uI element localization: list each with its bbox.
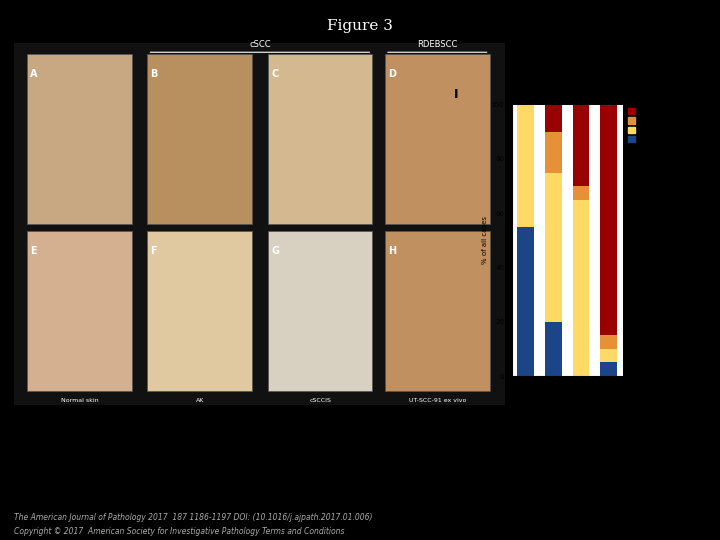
Bar	[518, 105, 534, 227]
Y-axis label: % of all cases: % of all cases	[482, 217, 488, 265]
FancyBboxPatch shape	[148, 54, 252, 224]
Text: B: B	[150, 69, 158, 78]
FancyBboxPatch shape	[14, 43, 505, 405]
Bar	[600, 105, 617, 335]
Text: E: E	[30, 246, 37, 256]
FancyBboxPatch shape	[385, 231, 490, 390]
FancyBboxPatch shape	[268, 231, 372, 390]
Bar	[545, 132, 562, 173]
Text: ***: ***	[562, 80, 572, 86]
Text: ***: ***	[549, 60, 559, 67]
FancyBboxPatch shape	[148, 231, 252, 390]
FancyBboxPatch shape	[385, 54, 490, 224]
Legend: +++, ++, +, -: +++, ++, +, -	[629, 108, 659, 143]
Bar	[545, 173, 562, 322]
FancyBboxPatch shape	[27, 54, 132, 224]
Bar	[600, 335, 617, 349]
Text: cSCCIS: cSCCIS	[309, 398, 331, 403]
Text: ***: ***	[562, 42, 572, 48]
Text: AK: AK	[196, 398, 204, 403]
Text: Copyright © 2017  American Society for Investigative Pathology Terms and Conditi: Copyright © 2017 American Society for In…	[14, 526, 345, 536]
Text: G: G	[271, 246, 279, 256]
Text: A: A	[30, 69, 37, 78]
Text: Normal skin: Normal skin	[60, 398, 98, 403]
Bar	[573, 200, 590, 376]
Text: cSCC: cSCC	[249, 39, 271, 49]
Text: The American Journal of Pathology 2017  187 1186-1197 DOI: (10.1016/j.ajpath.201: The American Journal of Pathology 2017 1…	[14, 513, 373, 522]
Text: C: C	[271, 69, 278, 78]
Text: **: **	[592, 80, 598, 86]
Bar	[545, 105, 562, 132]
Text: UT-SCC-91 ex vivo: UT-SCC-91 ex vivo	[409, 398, 466, 403]
Text: RDEBSCC: RDEBSCC	[417, 39, 457, 49]
Bar	[545, 322, 562, 376]
Bar	[600, 349, 617, 362]
Text: I: I	[454, 89, 459, 102]
Text: F: F	[150, 246, 157, 256]
Text: Figure 3: Figure 3	[327, 19, 393, 33]
Bar	[600, 362, 617, 376]
FancyBboxPatch shape	[27, 231, 132, 390]
Bar	[518, 227, 534, 376]
Text: D: D	[388, 69, 396, 78]
Text: H: H	[388, 246, 396, 256]
Bar	[573, 186, 590, 200]
FancyBboxPatch shape	[268, 54, 372, 224]
Bar	[573, 105, 590, 186]
Text: ***: ***	[534, 80, 544, 86]
